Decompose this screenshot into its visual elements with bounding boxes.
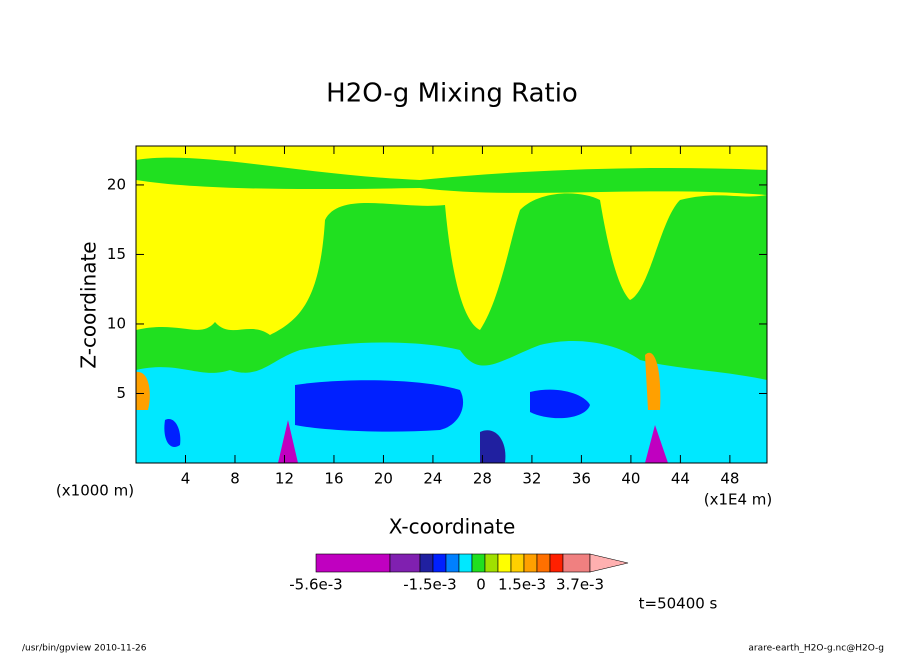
colorbar-label: -1.5e-3: [403, 576, 456, 594]
y-tick-label: 20: [107, 175, 126, 193]
x-tick-label: 20: [374, 470, 393, 488]
colorbar-extension: [589, 553, 629, 573]
colorbar-segment: [523, 553, 538, 573]
x-tick-label: 44: [671, 470, 690, 488]
footer-left: /usr/bin/gpview 2010-11-26: [22, 644, 147, 654]
x-tick-label: 24: [423, 470, 442, 488]
colorbar-segment: [549, 553, 564, 573]
colorbar-segment: [445, 553, 460, 573]
colorbar-segment: [471, 553, 486, 573]
colorbar-segment: [432, 553, 447, 573]
x-tick-label: 12: [275, 470, 294, 488]
colorbar-segment: [389, 553, 421, 573]
x-tick-label: 4: [181, 470, 191, 488]
x-tick-label: 36: [572, 470, 591, 488]
colorbar-label: 3.7e-3: [556, 576, 604, 594]
y-tick-label: 15: [107, 245, 126, 263]
colorbar-segment: [419, 553, 434, 573]
footer-right: arare-earth_H2O-g.nc@H2O-g: [748, 644, 884, 654]
contour-field: [135, 145, 768, 464]
colorbar-segment: [484, 553, 499, 573]
y-tick-label: 10: [107, 314, 126, 332]
colorbar-label: 1.5e-3: [498, 576, 546, 594]
x-tick-label: 8: [230, 470, 240, 488]
colorbar-segment: [497, 553, 512, 573]
colorbar-segment: [458, 553, 473, 573]
x-axis-label: X-coordinate: [389, 515, 516, 539]
colorbar-segment: [315, 553, 391, 573]
x-tick-label: 32: [522, 470, 541, 488]
x-tick-label: 28: [473, 470, 492, 488]
x-tick-label: 40: [621, 470, 640, 488]
time-label: t=50400 s: [639, 595, 718, 613]
y-axis-label: Z-coordinate: [77, 241, 101, 368]
colorbar-label: 0: [476, 576, 486, 594]
colorbar-segment: [536, 553, 551, 573]
x-tick-label: 16: [324, 470, 343, 488]
x-unit: (x1E4 m): [704, 491, 773, 509]
y-unit: (x1000 m): [56, 482, 134, 500]
colorbar-segment: [562, 553, 591, 573]
x-tick-label: 48: [720, 470, 739, 488]
chart-title: H2O-g Mixing Ratio: [326, 79, 578, 109]
colorbar-label: -5.6e-3: [289, 576, 342, 594]
colorbar-segment: [510, 553, 525, 573]
y-tick-label: 5: [116, 384, 126, 402]
